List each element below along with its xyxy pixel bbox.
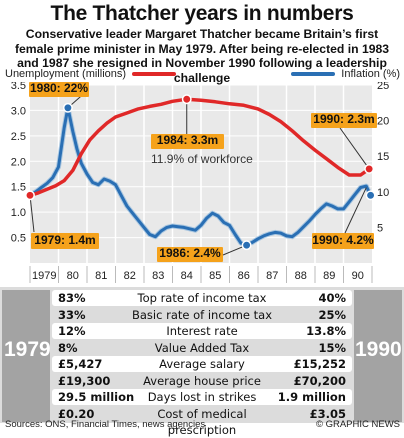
y-left-tick-label: 1.5 <box>11 182 26 194</box>
table-row: 29.5 million Days lost in strikes 1.9 mill… <box>52 389 352 405</box>
callout-1990i-leader <box>344 187 367 234</box>
thatcher-line-chart: 0.5 1.0 1.5 2.0 2.5 3.0 3.5 5 10 15 20 25 1979 80 81 82… <box>11 82 389 283</box>
x-tick-label: 90 <box>352 270 364 282</box>
x-tick-label: 80 <box>67 270 79 282</box>
callout-1979-unemployment-text: 1979: 1.4m <box>34 233 95 247</box>
x-tick-label: 88 <box>295 270 307 282</box>
y-right-tick-label: 15 <box>377 151 389 163</box>
callout-1990-inflation-box <box>312 233 374 249</box>
value-1979: 83% <box>58 291 86 305</box>
value-1990: 40% <box>318 291 346 305</box>
legend-inflation-swatch <box>291 72 336 76</box>
callout-1990-unemployment-text: 1990: 2.3m <box>313 112 374 126</box>
table-row: 8% Value Added Tax 15% <box>52 340 352 356</box>
x-tick-label: 85 <box>209 270 221 282</box>
x-tick-label: 1979 <box>32 270 56 282</box>
legend-inflation-label: Inflation (%) <box>341 68 400 80</box>
y-left-tick-label: 3.0 <box>11 105 26 117</box>
y-right-tick-label: 10 <box>377 187 389 199</box>
callout-1984-unemployment-box <box>151 134 224 149</box>
table-row: 12% Interest rate 13.8% <box>52 323 352 339</box>
value-1990: £70,200 <box>293 373 346 388</box>
value-1990: £3.05 <box>309 406 346 421</box>
y-right-tick-label: 25 <box>377 82 389 92</box>
callout-1986-inflation-text: 1986: 2.4% <box>159 246 221 260</box>
y-right-tick-label: 20 <box>377 116 389 128</box>
year-1990-heading: 1990 <box>355 338 402 361</box>
year-1979-heading: 1979 <box>4 338 51 361</box>
value-1979: 29.5 million <box>58 390 135 404</box>
callout-1984-detail: 11.9% of workforce <box>151 152 253 166</box>
callout-1990u-leader <box>339 127 370 170</box>
y-right-tick-label: 5 <box>377 222 383 234</box>
value-1990: 25% <box>318 307 346 322</box>
value-1990: 1.9 million <box>277 390 346 404</box>
marker-unemployment-1979 <box>25 190 35 201</box>
value-1990: 13.8% <box>306 324 346 338</box>
inflation-line <box>29 106 372 247</box>
value-1979: £19,300 <box>58 373 111 388</box>
x-tick-label: 83 <box>152 270 164 282</box>
value-1990: £15,252 <box>293 357 346 371</box>
year-box-right <box>354 290 402 422</box>
value-1979: £5,427 <box>58 357 103 371</box>
year-box-left <box>2 290 50 422</box>
value-1990: 15% <box>318 340 346 355</box>
callout-1986-inflation-box <box>157 247 223 262</box>
credit-note: © GRAPHIC NEWS <box>315 419 400 430</box>
sources-note: Sources: ONS, Financial Times, news agen… <box>5 419 206 430</box>
y-left-tick-label: 3.5 <box>11 82 26 92</box>
marker-inflation-1986 <box>241 240 252 251</box>
page-title: The Thatcher years in numbers <box>50 2 354 25</box>
value-1979: 33% <box>58 307 86 322</box>
x-tick-label: 81 <box>95 270 107 282</box>
table-row: 83% Top rate of income tax 40% <box>52 290 352 306</box>
callout-1979-unemployment-box <box>31 233 99 249</box>
y-left-tick-label: 2.5 <box>11 131 26 143</box>
x-tick-label: 82 <box>124 270 136 282</box>
marker-inflation-1990 <box>365 190 376 201</box>
row-label: Value Added Tax <box>154 340 250 355</box>
row-label: Basic rate of income tax <box>132 307 272 322</box>
value-1979: 8% <box>58 340 78 355</box>
row-label: Top rate of income tax <box>137 291 267 305</box>
y-left-tick-label: 2.0 <box>11 156 26 168</box>
row-label: Interest rate <box>166 324 238 338</box>
x-tick-label: 84 <box>181 270 193 282</box>
table-row: 33% Basic rate of income tax 25% <box>52 307 352 323</box>
unemployment-line <box>28 97 371 198</box>
x-tick-label: 89 <box>323 270 335 282</box>
callout-1984-unemployment-text: 1984: 3.3m <box>157 133 218 147</box>
callout-1980-inflation-box <box>29 82 89 97</box>
x-tick-label: 87 <box>266 270 278 282</box>
callout-1990-inflation-text: 1990: 4.2% <box>312 233 374 247</box>
marker-unemployment-1984 <box>181 94 192 105</box>
table-row: £5,427 Average salary £15,252 <box>52 356 352 372</box>
x-tick-label: 86 <box>238 270 250 282</box>
marker-inflation-1980 <box>62 102 73 113</box>
table-row: £19,300 Average house price £70,200 <box>52 373 352 389</box>
legend-unemployment: Unemployment (millions) <box>5 68 182 80</box>
row-label: Days lost in strikes <box>147 390 257 404</box>
marker-unemployment-1990 <box>364 163 375 174</box>
value-1979: 12% <box>58 324 86 338</box>
callout-1979-leader <box>29 195 35 233</box>
y-left-tick-label: 1.0 <box>11 207 26 219</box>
callout-1980-inflation-text: 1980: 22% <box>30 82 88 95</box>
row-label: Average house price <box>143 373 261 388</box>
callout-1990-unemployment-box <box>311 113 377 128</box>
page-subtitle: Conservative leader Margaret Thatcher be… <box>14 27 390 85</box>
row-label: Average salary <box>159 357 245 371</box>
legend-unemployment-label: Unemployment (millions) <box>5 68 127 80</box>
value-1979: £0.20 <box>58 406 95 421</box>
y-left-tick-label: 0.5 <box>11 233 26 245</box>
legend-inflation: Inflation (%) <box>285 68 400 80</box>
legend-unemployment-swatch <box>132 72 177 76</box>
